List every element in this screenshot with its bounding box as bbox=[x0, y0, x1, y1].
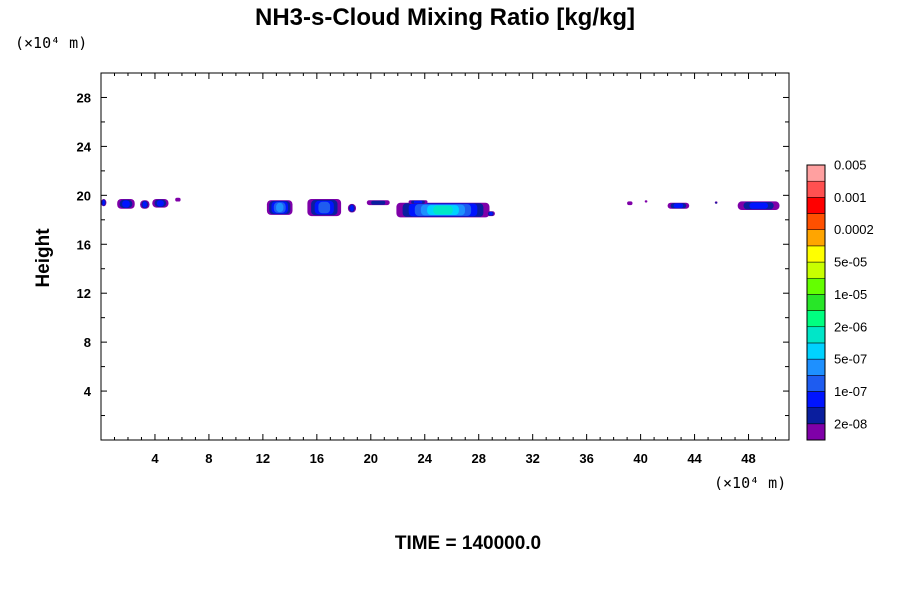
cloud-level-2 bbox=[122, 200, 130, 208]
x-tick-label: 36 bbox=[579, 451, 593, 466]
colorbar-frame bbox=[806, 164, 826, 441]
colorbar-label: 0.005 bbox=[834, 158, 867, 173]
cloud-level-0 bbox=[644, 200, 648, 203]
colorbar-swatch bbox=[806, 213, 826, 230]
cloud-patch bbox=[175, 197, 181, 202]
cloud-patch bbox=[644, 200, 648, 203]
plot-area bbox=[101, 197, 780, 218]
cloud-level-4 bbox=[276, 202, 284, 213]
y-tick-label: 4 bbox=[84, 384, 92, 399]
cloud-patch bbox=[347, 203, 356, 213]
cloud-level-2 bbox=[749, 202, 768, 209]
cloud-level-2 bbox=[413, 200, 423, 204]
colorbar-swatch bbox=[806, 277, 826, 295]
colorbar-swatch bbox=[806, 391, 826, 408]
x-tick-label: 4 bbox=[151, 451, 159, 466]
colorbar-label: 2e-06 bbox=[834, 319, 867, 334]
colorbar-swatch bbox=[806, 245, 826, 263]
cloud-level-2 bbox=[350, 205, 354, 212]
cloud-level-3 bbox=[318, 201, 331, 214]
colorbar-swatch bbox=[806, 342, 826, 360]
cloud-patch bbox=[152, 199, 169, 208]
colorbar-swatch bbox=[806, 261, 826, 279]
cloud-level-6 bbox=[433, 205, 453, 215]
cloud-patch bbox=[366, 200, 390, 206]
cloud-patch bbox=[101, 199, 107, 207]
cloud-level-1 bbox=[715, 201, 717, 204]
time-label: TIME = 140000.0 bbox=[395, 533, 541, 554]
colorbar-label: 5e-07 bbox=[834, 352, 867, 367]
colorbar-swatch bbox=[806, 407, 826, 425]
cloud-patch bbox=[627, 201, 633, 206]
colorbar-label: 0.0002 bbox=[834, 222, 874, 237]
y-tick-label: 8 bbox=[84, 335, 91, 350]
y-axis-label: Height bbox=[33, 228, 54, 288]
cloud-level-0 bbox=[175, 197, 181, 202]
cloud-level-2 bbox=[673, 203, 684, 208]
colorbar-swatch bbox=[806, 229, 826, 247]
cloud-level-2 bbox=[142, 201, 147, 208]
cloud-level-2 bbox=[489, 211, 493, 216]
y-unit-label: (×10⁴ m) bbox=[15, 34, 87, 52]
cloud-patch bbox=[408, 200, 428, 204]
cloud-patch bbox=[266, 200, 293, 215]
cloud-patch bbox=[486, 211, 495, 217]
colorbar-label: 1e-05 bbox=[834, 287, 867, 302]
cloud-patch bbox=[140, 200, 150, 209]
y-tick-label: 16 bbox=[77, 237, 91, 252]
x-tick-label: 12 bbox=[256, 451, 270, 466]
x-tick-label: 28 bbox=[471, 451, 485, 466]
colorbar-label: 2e-08 bbox=[834, 416, 867, 431]
cloud-patch bbox=[396, 202, 490, 218]
colorbar-label: 1e-07 bbox=[834, 384, 867, 399]
cloud-level-0 bbox=[627, 201, 633, 206]
y-tick-label: 28 bbox=[77, 90, 91, 105]
x-tick-label: 8 bbox=[205, 451, 212, 466]
colorbar-label: 0.001 bbox=[834, 190, 867, 205]
colorbar-label: 5e-05 bbox=[834, 255, 867, 270]
chart-title: NH3-s-Cloud Mixing Ratio [kg/kg] bbox=[255, 4, 635, 31]
x-unit-label: (×10⁴ m) bbox=[714, 474, 786, 492]
colorbar-swatch bbox=[806, 294, 826, 311]
cloud-level-1 bbox=[371, 200, 386, 205]
x-tick-label: 24 bbox=[418, 451, 433, 466]
colorbar-swatch bbox=[806, 310, 826, 328]
cloud-level-2 bbox=[156, 200, 164, 207]
y-tick-label: 24 bbox=[77, 139, 92, 154]
colorbar-swatch bbox=[806, 423, 826, 441]
cloud-patch bbox=[737, 201, 780, 210]
x-tick-label: 20 bbox=[364, 451, 378, 466]
colorbar-swatch bbox=[806, 164, 826, 182]
cloud-patch bbox=[117, 199, 135, 209]
x-tick-label: 16 bbox=[310, 451, 324, 466]
y-tick-label: 20 bbox=[77, 188, 91, 203]
cloud-level-2 bbox=[102, 200, 105, 206]
x-tick-label: 32 bbox=[525, 451, 539, 466]
colorbar-swatch bbox=[806, 375, 826, 392]
colorbar-swatch bbox=[806, 326, 826, 344]
x-tick-label: 44 bbox=[687, 451, 702, 466]
cloud-patch bbox=[714, 201, 718, 204]
colorbar-swatch bbox=[806, 180, 826, 198]
cloud-patch bbox=[307, 199, 342, 217]
x-tick-label: 40 bbox=[633, 451, 647, 466]
y-tick-label: 12 bbox=[77, 286, 91, 301]
colorbar-swatch bbox=[806, 358, 826, 376]
colorbar: 2e-08 1e-07 5e-07 2e-06 1e-05 5e-05 0.0002 0.00… bbox=[806, 158, 874, 441]
x-tick-label: 48 bbox=[741, 451, 755, 466]
colorbar-swatch bbox=[806, 197, 826, 214]
cloud-patch bbox=[667, 202, 690, 209]
plot-frame bbox=[100, 72, 790, 441]
